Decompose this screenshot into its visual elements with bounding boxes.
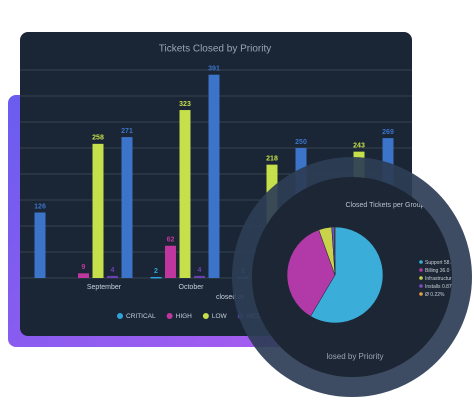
bar [208, 74, 220, 279]
legend-marker [419, 268, 423, 272]
legend-marker [117, 313, 123, 319]
legend-marker [202, 313, 209, 319]
legend-marker [419, 260, 423, 264]
legend-marker [419, 276, 423, 280]
value-label: 323 [179, 101, 191, 108]
legend-marker [419, 292, 423, 296]
pie-chart: Closed Tickets per Group Support 58. Bill… [286, 202, 452, 324]
value-label: 243 [353, 142, 365, 149]
x-tick-label: September [87, 284, 122, 291]
pie-slice [286, 229, 336, 317]
bar [150, 276, 162, 279]
bar [107, 275, 118, 278]
legend-label: Installs 0.87 [425, 284, 452, 290]
value-label: 218 [266, 155, 278, 162]
bar [121, 137, 133, 278]
value-label: 269 [382, 129, 394, 136]
legend-label: Ø 0.22% [425, 292, 445, 298]
value-label: 391 [208, 66, 220, 73]
legend-label: Billing 36.0 [425, 268, 450, 274]
legend-marker [419, 284, 423, 288]
pie-slice [334, 226, 336, 276]
legend-label: Infrastructur [425, 276, 452, 282]
legend-label: Support 58. [425, 260, 451, 266]
legend-label: HIGH [176, 313, 193, 320]
value-label: 258 [92, 135, 104, 142]
value-label: 271 [121, 128, 133, 135]
value-label: 4 [198, 267, 202, 274]
chart-title: Tickets Closed by Priority [159, 44, 271, 55]
bar [78, 273, 89, 278]
pie-title: Closed Tickets per Group [346, 202, 425, 209]
bar [34, 212, 46, 278]
value-label: 2 [154, 268, 158, 275]
caption: losed by Priority [327, 352, 384, 361]
value-label: 62 [167, 237, 175, 244]
bar [194, 275, 205, 278]
value-label: 126 [34, 203, 46, 210]
bar [165, 245, 176, 278]
legend-label: LOW [212, 313, 228, 320]
value-label: 250 [295, 139, 307, 146]
pie-slice [310, 226, 384, 324]
value-label: 4 [111, 267, 115, 274]
x-tick-label: October [179, 284, 205, 291]
bar [179, 110, 191, 278]
bar [92, 143, 104, 278]
value-label: 9 [82, 264, 86, 271]
legend-marker [166, 313, 173, 319]
x-axis-label: closed at [216, 294, 244, 301]
legend-label: CRITICAL [126, 313, 156, 320]
